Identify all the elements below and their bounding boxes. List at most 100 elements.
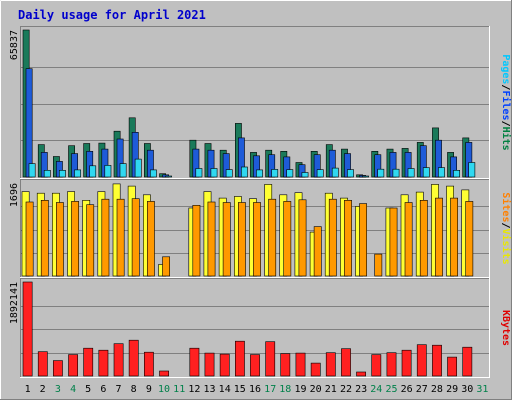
x-tick-label-day-24: 24 xyxy=(370,384,382,395)
x-tick-label-day-8: 8 xyxy=(131,384,137,395)
bar-sites-day-28 xyxy=(435,197,443,277)
bar-pages-day-28 xyxy=(438,167,445,178)
bar-pages-day-12 xyxy=(195,168,203,178)
panel-1-legend: Pages/Files/Hits xyxy=(500,54,512,150)
bar-pages-day-20 xyxy=(316,169,324,178)
bar-pages-day-8 xyxy=(134,158,142,178)
bar-sites-day-1 xyxy=(25,201,34,277)
x-tick-label-day-20: 20 xyxy=(310,384,322,395)
bar-pages-day-22 xyxy=(347,169,354,178)
bar-pages-day-14 xyxy=(225,169,233,178)
x-tick-label-day-17: 17 xyxy=(264,384,276,395)
panel-2-legend: Sites/Visits xyxy=(500,192,512,264)
bar-kbytes-day-13 xyxy=(204,352,215,377)
bar-pages-day-19 xyxy=(301,172,309,178)
legend-kbytes: KBytes xyxy=(500,310,511,346)
bar-kbytes-day-26 xyxy=(401,349,412,377)
legend-hits: Hits xyxy=(500,127,512,151)
bar-kbytes-day-20 xyxy=(310,362,321,377)
bar-sites-day-9 xyxy=(147,201,155,277)
x-tick-label-day-1: 1 xyxy=(25,384,31,395)
bar-pages-day-27 xyxy=(422,167,430,178)
x-tick-label-day-7: 7 xyxy=(115,384,121,395)
x-tick-label-day-27: 27 xyxy=(416,384,428,395)
bar-pages-day-17 xyxy=(271,169,279,178)
x-tick-label-day-31: 31 xyxy=(476,384,488,395)
bar-pages-day-15 xyxy=(241,166,248,178)
bar-kbytes-day-5 xyxy=(83,347,94,377)
x-tick-label-day-14: 14 xyxy=(219,384,231,395)
legend-sites: Sites xyxy=(500,192,512,222)
bar-sites-day-5 xyxy=(86,204,95,277)
x-tick-label-day-29: 29 xyxy=(446,384,458,395)
panel-3-legend: KBytes xyxy=(500,310,511,346)
bar-kbytes-day-7 xyxy=(113,343,124,377)
bar-kbytes-day-30 xyxy=(462,346,473,377)
x-tick-label-day-26: 26 xyxy=(401,384,413,395)
x-tick-label-day-22: 22 xyxy=(340,384,352,395)
x-tick-label-day-6: 6 xyxy=(100,384,106,395)
x-tick-label-day-18: 18 xyxy=(279,384,291,395)
bar-kbytes-day-22 xyxy=(341,348,351,377)
bar-sites-day-13 xyxy=(207,201,216,277)
bar-sites-day-29 xyxy=(450,197,458,277)
legend-files: Files xyxy=(500,90,512,120)
bar-sites-day-18 xyxy=(283,201,292,277)
bar-pages-day-7 xyxy=(119,163,127,178)
bar-kbytes-day-24 xyxy=(371,354,382,377)
bar-kbytes-day-6 xyxy=(98,349,109,377)
bar-sites-day-23 xyxy=(359,203,367,277)
panel-3-max-label: 1892141 xyxy=(9,282,20,324)
x-tick-label-day-9: 9 xyxy=(146,384,152,395)
bar-sites-day-17 xyxy=(268,198,277,277)
bar-sites-day-7 xyxy=(116,198,125,277)
legend-separator: / xyxy=(500,222,511,228)
bar-kbytes-day-27 xyxy=(416,344,427,377)
bar-sites-day-19 xyxy=(298,199,307,277)
bar-files-day-1 xyxy=(25,68,33,178)
bar-sites-day-6 xyxy=(101,198,110,277)
bar-sites-day-22 xyxy=(344,200,352,277)
bar-kbytes-day-12 xyxy=(189,347,200,377)
bar-kbytes-day-21 xyxy=(325,352,336,377)
x-tick-label-day-15: 15 xyxy=(234,384,246,395)
bar-kbytes-day-8 xyxy=(128,339,139,377)
x-tick-label-day-4: 4 xyxy=(70,384,76,395)
bar-sites-day-10 xyxy=(162,256,170,277)
bar-sites-day-24 xyxy=(374,253,383,277)
bar-pages-day-4 xyxy=(74,169,81,178)
x-tick-label-day-23: 23 xyxy=(355,384,367,395)
legend-visits: Visits xyxy=(500,229,512,265)
bar-pages-day-24 xyxy=(377,168,385,178)
bar-pages-day-16 xyxy=(256,169,263,178)
x-tick-label-day-2: 2 xyxy=(40,384,46,395)
bar-kbytes-day-9 xyxy=(144,351,154,377)
bar-kbytes-day-28 xyxy=(432,344,442,377)
bar-sites-day-30 xyxy=(465,201,474,277)
bar-pages-day-10 xyxy=(165,175,172,178)
bar-pages-day-29 xyxy=(453,170,460,178)
bar-kbytes-day-18 xyxy=(280,353,291,377)
bar-sites-day-14 xyxy=(222,202,231,277)
bar-kbytes-day-4 xyxy=(68,354,78,377)
bar-kbytes-day-23 xyxy=(356,371,366,377)
bar-sites-day-12 xyxy=(192,205,201,277)
x-tick-label-day-12: 12 xyxy=(188,384,200,395)
bar-kbytes-day-19 xyxy=(295,352,306,377)
bar-kbytes-day-15 xyxy=(235,340,245,377)
bar-pages-day-2 xyxy=(43,170,51,178)
bar-kbytes-day-10 xyxy=(159,370,169,377)
bar-pages-day-5 xyxy=(89,165,97,178)
chart-title: Daily usage for April 2021 xyxy=(18,8,206,22)
bar-sites-day-27 xyxy=(419,200,428,277)
bar-kbytes-day-25 xyxy=(386,352,397,377)
x-tick-label-day-11: 11 xyxy=(173,384,185,395)
bar-pages-day-6 xyxy=(104,165,112,178)
bar-pages-day-21 xyxy=(331,167,339,178)
bar-pages-day-1 xyxy=(28,163,36,178)
bar-sites-day-25 xyxy=(389,207,398,277)
bar-kbytes-day-29 xyxy=(447,356,457,377)
panel-2-max-label: 1696 xyxy=(9,183,20,207)
